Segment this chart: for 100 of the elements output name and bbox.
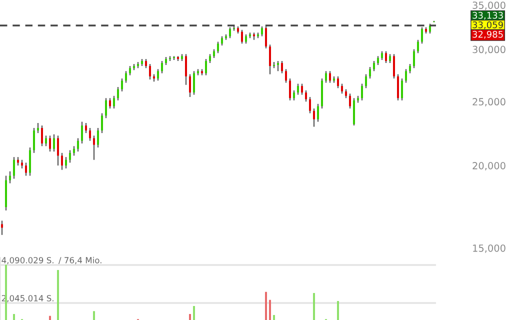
candlestick [141,58,143,67]
y-tick-label: 4,090.029 S. [2,257,54,264]
candlestick [293,90,295,101]
candlestick [1,220,3,236]
candlestick [377,56,379,66]
candlestick [209,54,211,64]
candlestick [349,93,351,110]
candlestick [297,83,299,96]
candlestick [329,70,331,84]
candlestick [241,29,243,44]
candlestick [229,26,231,39]
candlestick [369,66,371,80]
candlestick [357,95,359,104]
candlestick [301,83,303,96]
annotation: / 76,4 Mio. [58,256,102,264]
candlestick [261,26,263,37]
candlestick [201,68,203,76]
candlestick [365,74,367,89]
candlestick [13,156,15,180]
candlestick [137,61,139,69]
candlestick [89,127,91,142]
candlestick [21,159,23,169]
candlestick [73,146,75,156]
candlestick [361,83,363,101]
candlestick [385,50,387,64]
candlestick [9,170,11,184]
candlestick [161,60,163,74]
candlestick [37,122,39,134]
candlestick [305,90,307,102]
candlestick [49,135,51,152]
candlestick [105,98,107,119]
candlestick [97,127,99,148]
candlestick [417,39,419,54]
candlestick [109,98,111,110]
candlestick [193,70,195,96]
candlestick [165,56,167,66]
candlestick [145,58,147,69]
candlestick [317,103,319,122]
candlestick [33,127,35,154]
candlestick [25,162,27,176]
candlestick [397,74,399,101]
candlestick [153,74,155,82]
y-tick-label: 30,000 [472,46,506,54]
candlestick [181,54,183,62]
candlestick [233,24,235,32]
y-tick-label: 25,000 [472,98,506,106]
candlestick [337,76,339,89]
candlestick [237,26,239,34]
candlestick [425,26,427,34]
candlestick [69,150,71,164]
candlestick [85,122,87,134]
text: 33,059 [472,21,503,30]
candlestick [113,95,115,110]
candlestick [313,108,315,128]
candlestick [421,26,423,44]
text: 32,985 [472,30,503,39]
candlestick [197,68,199,76]
candlestick [333,76,335,84]
candlestick [393,54,395,80]
candlestick [289,78,291,101]
candlestick [133,63,135,71]
candlestick [325,70,327,84]
candlestick [5,175,7,211]
candlestick [381,50,383,61]
candlestick [101,112,103,134]
candlestick [81,121,83,144]
y-tick-label: 35,000 [472,2,506,10]
candlestick [345,88,347,99]
candlestick [265,26,267,49]
text: 33,133 [472,12,503,20]
candlestick [389,54,391,64]
candlestick [149,63,151,80]
candlestick [65,156,67,169]
candlestick [77,138,79,152]
candlestick [225,34,227,40]
candlestick [157,68,159,82]
candlestick [373,60,375,72]
candlestick [41,124,43,147]
candlestick [189,74,191,98]
candlestick [93,135,95,160]
candlestick [221,36,223,46]
candlestick [281,60,283,74]
candlestick [213,48,215,59]
candlestick [353,98,355,126]
candlestick [117,86,119,101]
candlestick [125,70,127,84]
candlestick [309,96,311,114]
candlestick [409,63,411,74]
candlestick [273,61,275,69]
candlestick [185,54,187,86]
candlestick [217,41,219,54]
candlestick [285,68,287,84]
candlestick [121,78,123,92]
candlestick [29,146,31,176]
candlestick [245,34,247,44]
candlestick [53,134,55,152]
candlestick [61,152,63,170]
candlestick [177,56,179,62]
candlestick [277,60,279,72]
candlestick [341,83,343,94]
